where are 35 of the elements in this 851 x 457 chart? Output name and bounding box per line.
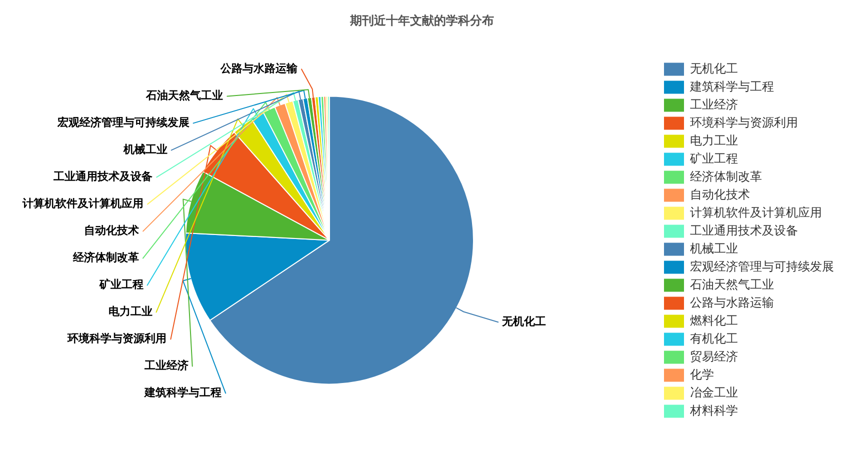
slice-label: 无机化工 <box>501 314 546 328</box>
slice-label: 宏观经济管理与可持续发展 <box>56 116 190 130</box>
legend-label: 石油天然气工业 <box>690 277 774 292</box>
legend-label: 环境科学与资源利用 <box>690 115 798 130</box>
legend-label: 宏观经济管理与可持续发展 <box>690 259 834 274</box>
legend-label: 电力工业 <box>690 133 738 148</box>
legend-label: 公路与水路运输 <box>690 295 774 310</box>
legend-label: 燃料化工 <box>690 313 738 328</box>
legend-label: 建筑科学与工程 <box>689 79 774 94</box>
legend-label: 有机化工 <box>690 331 738 346</box>
slice-label: 石油天然气工业 <box>145 89 224 102</box>
slice-label: 自动化技术 <box>84 224 140 238</box>
slice-label: 电力工业 <box>108 305 152 318</box>
slice-label: 矿业工程 <box>98 278 144 292</box>
slice-label: 环境科学与资源利用 <box>66 332 167 346</box>
slice-label: 机械工业 <box>122 143 168 156</box>
legend-label: 工业通用技术及设备 <box>690 223 798 238</box>
legend-label: 经济体制改革 <box>690 169 762 184</box>
legend-label: 工业经济 <box>690 97 738 112</box>
slice-label: 公路与水路运输 <box>220 62 299 76</box>
slice-label: 经济体制改革 <box>72 251 139 264</box>
legend-label: 贸易经济 <box>690 349 738 364</box>
legend-label: 自动化技术 <box>690 187 750 202</box>
slice-label: 建筑科学与工程 <box>144 386 222 400</box>
legend-label: 冶金工业 <box>690 385 738 400</box>
legend-label: 无机化工 <box>690 61 738 76</box>
chart-title: 期刊近十年文献的学科分布 <box>349 13 494 28</box>
legend-label: 矿业工程 <box>689 151 738 166</box>
slice-label: 工业通用技术及设备 <box>52 170 153 184</box>
legend-label: 化学 <box>690 367 714 382</box>
legend-label: 材料科学 <box>689 403 738 418</box>
slice-label: 工业经济 <box>143 359 188 372</box>
slice-label: 计算机软件及计算机应用 <box>22 197 144 210</box>
legend-label: 机械工业 <box>690 241 738 256</box>
legend-label: 计算机软件及计算机应用 <box>690 205 822 220</box>
